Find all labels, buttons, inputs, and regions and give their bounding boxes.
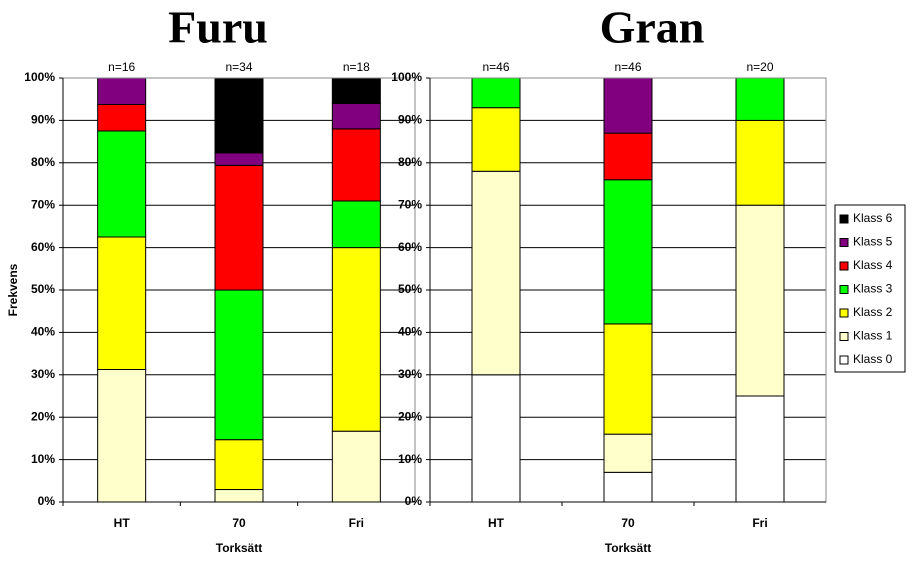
y-tick-label: 90% bbox=[31, 113, 55, 127]
y-tick-label: 0% bbox=[38, 494, 56, 508]
bar-segment bbox=[214, 289, 264, 441]
y-tick-label: 80% bbox=[31, 155, 55, 169]
x-axis-label: Torksätt bbox=[605, 541, 651, 555]
bar-segment bbox=[331, 77, 381, 104]
annotation: n=18 bbox=[343, 60, 370, 74]
bar-segment bbox=[214, 164, 264, 291]
bar-segment bbox=[603, 132, 653, 181]
annotation: n=46 bbox=[614, 60, 641, 74]
chart-title: Furu bbox=[168, 2, 268, 53]
y-tick-label: 10% bbox=[31, 452, 55, 466]
bar-segment bbox=[331, 247, 381, 432]
y-tick-label: 10% bbox=[398, 452, 422, 466]
bar-segment bbox=[97, 369, 147, 503]
y-tick-label: 70% bbox=[398, 197, 422, 211]
legend-swatch bbox=[839, 285, 849, 294]
bar-segment bbox=[603, 471, 653, 503]
bar-segment bbox=[471, 77, 521, 109]
y-tick-label: 70% bbox=[31, 197, 55, 211]
bar-segment bbox=[471, 107, 521, 172]
y-tick-label: 60% bbox=[398, 240, 422, 254]
y-tick-label: 100% bbox=[24, 70, 55, 84]
bar-segment bbox=[471, 374, 521, 503]
y-tick-label: 60% bbox=[31, 240, 55, 254]
x-axis-label: Torksätt bbox=[216, 541, 262, 555]
y-tick-label: 50% bbox=[398, 282, 422, 296]
annotation: n=34 bbox=[225, 60, 252, 74]
bar-segment bbox=[331, 200, 381, 249]
bar-segment bbox=[331, 102, 381, 130]
bar-segment bbox=[471, 170, 521, 376]
x-tick-label: Fri bbox=[349, 516, 364, 530]
annotation: n=20 bbox=[746, 60, 773, 74]
bar-segment bbox=[603, 77, 653, 134]
bar-segment bbox=[735, 119, 785, 206]
bar-segment bbox=[735, 395, 785, 503]
x-tick-label: HT bbox=[488, 516, 505, 530]
legend-swatch bbox=[839, 332, 849, 341]
y-tick-label: 50% bbox=[31, 282, 55, 296]
y-tick-label: 20% bbox=[398, 409, 422, 423]
y-tick-label: 20% bbox=[31, 409, 55, 423]
bar-segment bbox=[97, 77, 147, 105]
legend-label: Klass 6 bbox=[853, 211, 893, 225]
y-tick-label: 0% bbox=[405, 494, 423, 508]
bar-segment bbox=[331, 128, 381, 202]
bar-segment bbox=[214, 152, 264, 166]
legend-swatch bbox=[839, 355, 849, 365]
bar-segment bbox=[97, 104, 147, 132]
y-tick-label: 100% bbox=[391, 70, 422, 84]
legend-label: Klass 0 bbox=[853, 352, 893, 366]
x-tick-label: 70 bbox=[621, 516, 635, 530]
bar-segment bbox=[603, 179, 653, 325]
y-tick-label: 40% bbox=[398, 325, 422, 339]
bar-segment bbox=[603, 323, 653, 435]
x-tick-label: Fri bbox=[752, 516, 767, 530]
legend-swatch bbox=[839, 308, 849, 318]
legend-label: Klass 1 bbox=[853, 329, 893, 343]
legend-label: Klass 3 bbox=[853, 282, 893, 296]
y-tick-label: 30% bbox=[31, 367, 55, 381]
legend-label: Klass 2 bbox=[853, 305, 893, 319]
annotation: n=16 bbox=[108, 60, 135, 74]
bar-segment bbox=[214, 77, 264, 154]
x-tick-label: HT bbox=[114, 516, 131, 530]
bar-segment bbox=[214, 489, 264, 503]
legend-label: Klass 5 bbox=[853, 235, 893, 249]
y-tick-label: 80% bbox=[398, 155, 422, 169]
y-tick-label: 30% bbox=[398, 367, 422, 381]
legend-swatch bbox=[839, 238, 849, 247]
x-tick-label: 70 bbox=[232, 516, 246, 530]
y-axis-label: Frekvens bbox=[6, 263, 20, 316]
chart-title: Gran bbox=[600, 2, 705, 53]
bar-segment bbox=[214, 439, 264, 491]
bar-segment bbox=[735, 77, 785, 121]
y-tick-label: 90% bbox=[398, 113, 422, 127]
legend-swatch bbox=[839, 214, 849, 224]
annotation: n=46 bbox=[482, 60, 509, 74]
bar-segment bbox=[331, 430, 381, 503]
bar-segment bbox=[97, 130, 147, 238]
bar-segment bbox=[97, 236, 147, 370]
legend-label: Klass 4 bbox=[853, 258, 893, 272]
bar-segment bbox=[735, 204, 785, 397]
y-tick-label: 40% bbox=[31, 325, 55, 339]
legend-swatch bbox=[839, 261, 849, 271]
bar-segment bbox=[603, 433, 653, 473]
